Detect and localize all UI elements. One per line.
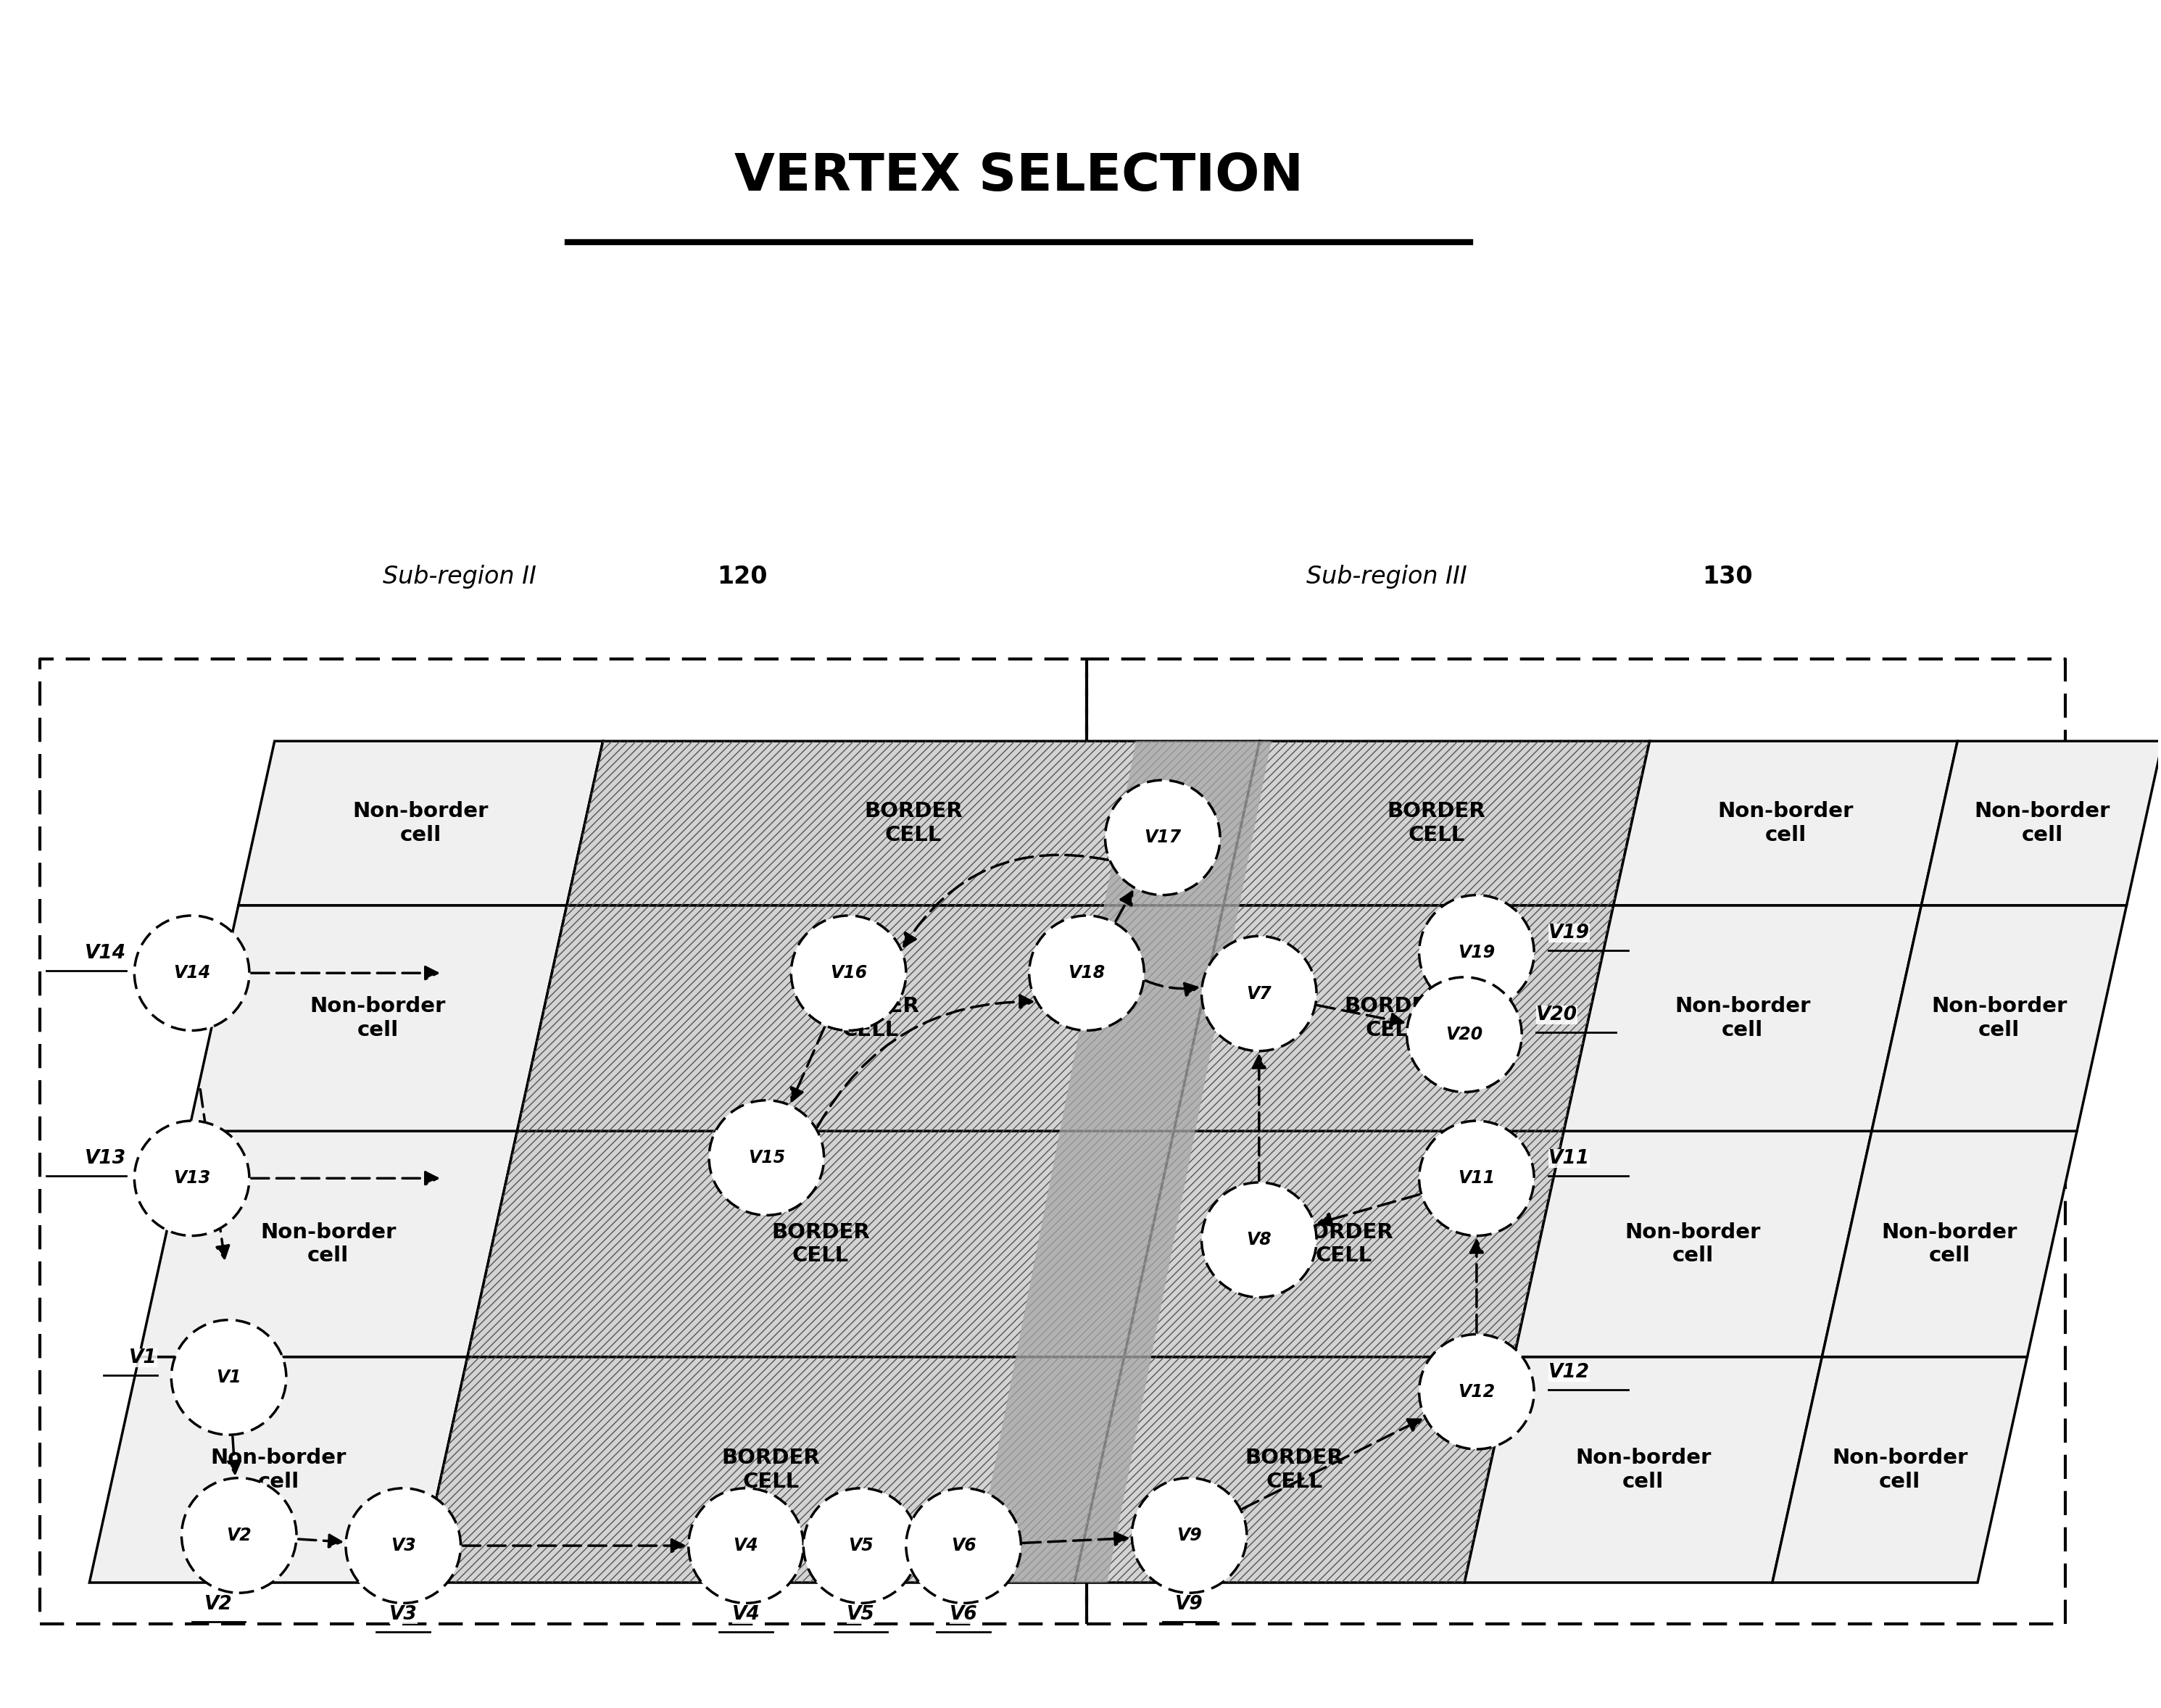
- Text: Non-border
cell: Non-border cell: [259, 1221, 395, 1266]
- Polygon shape: [1515, 1131, 1871, 1356]
- Circle shape: [1132, 1477, 1247, 1594]
- Text: BORDER
CELL: BORDER CELL: [1245, 1448, 1344, 1491]
- Text: V3: V3: [391, 1537, 415, 1554]
- Text: V13: V13: [173, 1170, 210, 1187]
- Circle shape: [804, 1488, 918, 1604]
- Circle shape: [1202, 936, 1316, 1050]
- Polygon shape: [1223, 741, 1649, 905]
- Text: V5: V5: [847, 1606, 875, 1624]
- Text: Non-border
cell: Non-border cell: [1718, 801, 1854, 845]
- Polygon shape: [1074, 1356, 1515, 1583]
- Circle shape: [1420, 1334, 1534, 1448]
- Polygon shape: [1614, 741, 1958, 905]
- Text: Non-border
cell: Non-border cell: [1975, 801, 2109, 845]
- Text: Non-border
cell: Non-border cell: [309, 996, 445, 1040]
- Circle shape: [689, 1488, 804, 1604]
- Circle shape: [1407, 977, 1521, 1091]
- Polygon shape: [417, 1356, 1124, 1583]
- Text: V4: V4: [733, 1606, 761, 1624]
- Text: V19: V19: [1459, 945, 1495, 962]
- Text: V11: V11: [1549, 1149, 1590, 1168]
- Polygon shape: [1822, 1131, 2077, 1356]
- Text: BORDER
CELL: BORDER CELL: [722, 1448, 821, 1491]
- Polygon shape: [1173, 905, 1614, 1131]
- Circle shape: [1420, 895, 1534, 1009]
- Text: Non-border
cell: Non-border cell: [1675, 996, 1811, 1040]
- Text: V4: V4: [733, 1537, 759, 1554]
- Polygon shape: [516, 905, 1223, 1131]
- Circle shape: [171, 1320, 285, 1435]
- Text: 120: 120: [717, 565, 767, 589]
- Polygon shape: [238, 741, 603, 905]
- Polygon shape: [1565, 905, 1921, 1131]
- Circle shape: [182, 1477, 296, 1594]
- Text: Non-border
cell: Non-border cell: [352, 801, 488, 845]
- Text: Non-border
cell: Non-border cell: [1625, 1221, 1761, 1266]
- Polygon shape: [1921, 741, 2161, 905]
- Text: VERTEX SELECTION: VERTEX SELECTION: [735, 152, 1303, 202]
- Text: V11: V11: [1459, 1170, 1495, 1187]
- Text: V20: V20: [1536, 1006, 1578, 1025]
- Text: V1: V1: [216, 1368, 242, 1387]
- Text: V5: V5: [849, 1537, 873, 1554]
- Text: V13: V13: [84, 1149, 125, 1168]
- Circle shape: [791, 915, 905, 1030]
- Polygon shape: [1465, 1356, 1822, 1583]
- Text: Sub-region II: Sub-region II: [382, 565, 545, 589]
- Text: Non-border
cell: Non-border cell: [1575, 1448, 1712, 1491]
- Text: V6: V6: [951, 1537, 977, 1554]
- Circle shape: [1202, 1182, 1316, 1298]
- Text: BORDER
CELL: BORDER CELL: [1294, 1221, 1394, 1266]
- Text: V14: V14: [173, 965, 210, 982]
- Circle shape: [346, 1488, 460, 1604]
- Polygon shape: [188, 905, 566, 1131]
- Text: BORDER
CELL: BORDER CELL: [821, 996, 921, 1040]
- Text: BORDER
CELL: BORDER CELL: [771, 1221, 871, 1266]
- Polygon shape: [1871, 905, 2126, 1131]
- Circle shape: [905, 1488, 1020, 1604]
- Text: Sub-region III: Sub-region III: [1305, 565, 1474, 589]
- Text: V14: V14: [84, 945, 125, 963]
- Text: V12: V12: [1549, 1363, 1590, 1382]
- Polygon shape: [1124, 1131, 1565, 1356]
- Text: V1: V1: [130, 1348, 158, 1366]
- Polygon shape: [1772, 1356, 2027, 1583]
- Text: V17: V17: [1143, 828, 1182, 845]
- Text: V2: V2: [205, 1595, 233, 1614]
- Circle shape: [134, 1120, 249, 1237]
- Text: V9: V9: [1176, 1595, 1204, 1614]
- Polygon shape: [566, 741, 1260, 905]
- Text: V9: V9: [1178, 1527, 1202, 1544]
- Text: Non-border
cell: Non-border cell: [1932, 996, 2068, 1040]
- Circle shape: [134, 915, 249, 1030]
- Text: 130: 130: [1703, 565, 1753, 589]
- Text: Non-border
cell: Non-border cell: [210, 1448, 346, 1491]
- Text: V15: V15: [748, 1149, 784, 1167]
- Text: V19: V19: [1549, 924, 1590, 943]
- Polygon shape: [89, 1356, 467, 1583]
- Text: V20: V20: [1446, 1027, 1482, 1044]
- Text: BORDER
CELL: BORDER CELL: [1387, 801, 1487, 845]
- Text: V16: V16: [830, 965, 867, 982]
- Text: V8: V8: [1247, 1231, 1271, 1249]
- Polygon shape: [138, 1131, 516, 1356]
- Polygon shape: [972, 741, 1271, 1583]
- Text: BORDER
CELL: BORDER CELL: [1344, 996, 1444, 1040]
- Text: V6: V6: [949, 1606, 977, 1624]
- Text: BORDER
CELL: BORDER CELL: [864, 801, 962, 845]
- Text: V12: V12: [1459, 1383, 1495, 1401]
- Circle shape: [1104, 781, 1221, 895]
- Text: V2: V2: [227, 1527, 251, 1544]
- Text: Non-border
cell: Non-border cell: [1833, 1448, 1969, 1491]
- Text: V18: V18: [1068, 965, 1104, 982]
- Polygon shape: [467, 1131, 1173, 1356]
- Text: V3: V3: [389, 1606, 417, 1624]
- Text: Non-border
cell: Non-border cell: [1882, 1221, 2018, 1266]
- Circle shape: [1029, 915, 1143, 1030]
- Circle shape: [1420, 1120, 1534, 1237]
- Circle shape: [709, 1100, 823, 1214]
- Text: V7: V7: [1247, 986, 1271, 1003]
